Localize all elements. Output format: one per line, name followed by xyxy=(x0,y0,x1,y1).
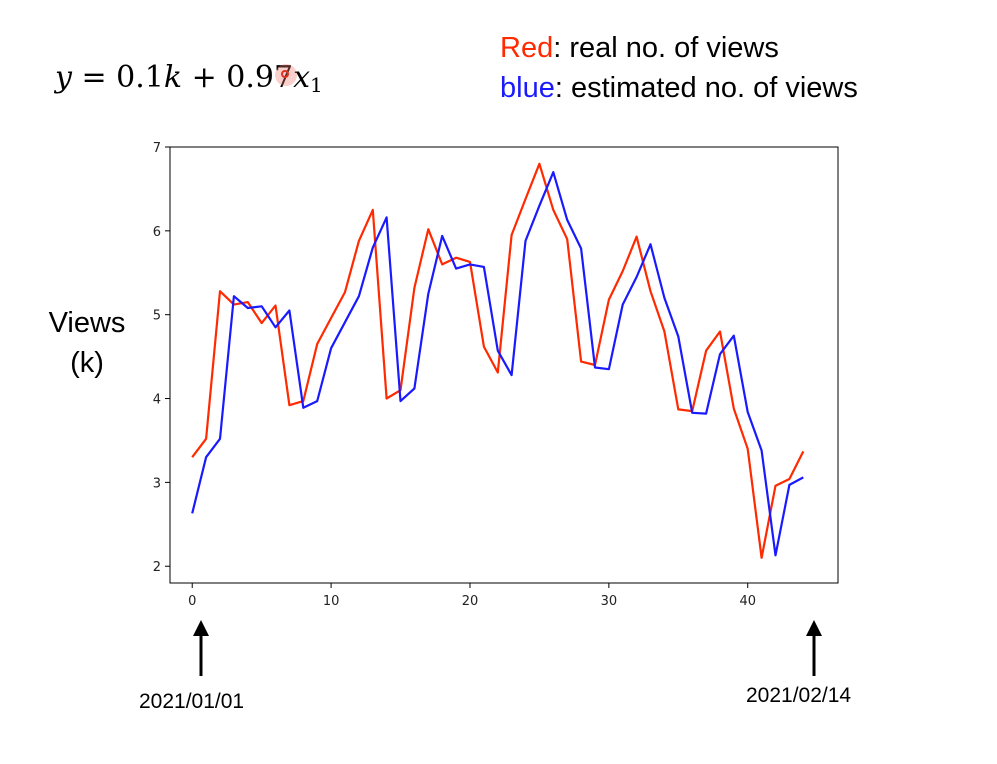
formula-eq: = 0.1 xyxy=(71,60,164,95)
x-tick-label: 30 xyxy=(601,594,618,609)
y-tick-label: 3 xyxy=(153,476,161,491)
formula-y: y xyxy=(55,60,72,95)
legend-blue-word: blue xyxy=(500,72,555,104)
y-tick-label: 5 xyxy=(153,309,161,324)
y-axis-label: Views (k) xyxy=(42,303,132,383)
start-arrow-head xyxy=(193,620,209,636)
legend-red-word: Red xyxy=(500,32,554,64)
series-line-real xyxy=(191,162,805,559)
x-tick-label: 20 xyxy=(462,594,479,609)
x-tick-label: 40 xyxy=(739,594,756,609)
end-date-label: 2021/02/14 xyxy=(746,684,852,707)
start-date-label: 2021/01/01 xyxy=(139,690,245,713)
formula-k: k xyxy=(163,60,183,95)
x-tick-label: 0 xyxy=(188,594,196,609)
legend-blue-text: : estimated no. of views xyxy=(554,72,858,104)
legend-red-text: : real no. of views xyxy=(553,32,779,64)
y-tick-label: 6 xyxy=(153,225,161,240)
y-tick-label: 2 xyxy=(153,560,161,575)
legend: Red: real no. of views blue: estimated n… xyxy=(500,28,858,108)
formula-x: x xyxy=(293,60,310,95)
y-tick-label: 4 xyxy=(153,393,161,408)
y-axis-label-line2: (k) xyxy=(70,347,104,379)
x-tick-label: 10 xyxy=(323,594,340,609)
y-axis-label-line1: Views xyxy=(48,307,126,339)
formula: y = 0.1k + 0.97x1 xyxy=(55,60,323,97)
plot-frame xyxy=(169,146,839,584)
legend-estimated: blue: estimated no. of views xyxy=(500,68,858,108)
end-arrow-head xyxy=(806,620,822,636)
legend-real: Red: real no. of views xyxy=(500,28,858,68)
formula-subscript: 1 xyxy=(310,73,323,97)
series-line-estimated xyxy=(191,171,804,557)
cursor-pointer-icon xyxy=(275,64,298,86)
y-tick-label: 7 xyxy=(153,141,161,156)
formula-plus: + 0.97 xyxy=(182,60,294,95)
